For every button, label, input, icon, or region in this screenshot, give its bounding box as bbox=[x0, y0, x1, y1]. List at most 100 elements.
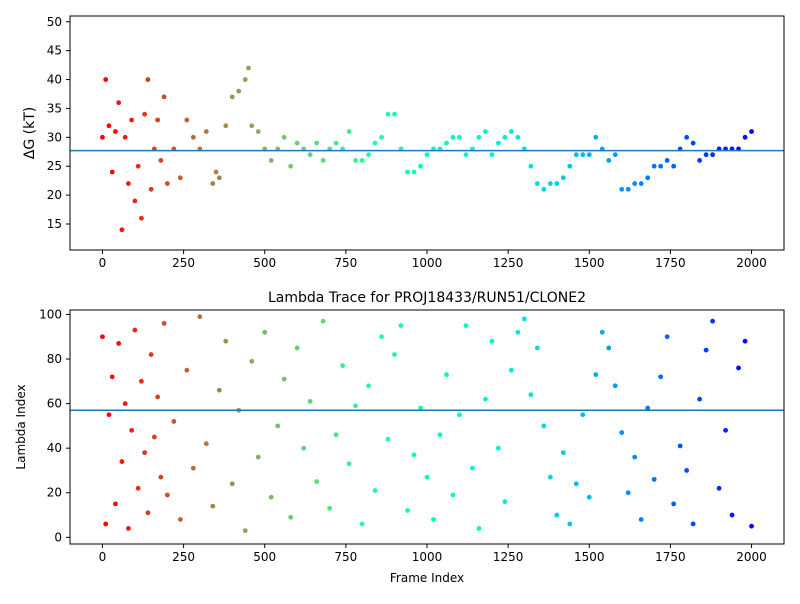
delta-g-x-tick-label: 250 bbox=[172, 256, 195, 270]
delta-g-point bbox=[684, 134, 690, 140]
lambda-point bbox=[353, 403, 358, 409]
delta-g-point bbox=[249, 123, 255, 129]
delta-g-y-tick-label: 40 bbox=[47, 73, 62, 87]
delta-g-point bbox=[457, 134, 462, 140]
delta-g-point bbox=[113, 129, 118, 134]
delta-g-point bbox=[100, 134, 105, 140]
delta-g-point bbox=[632, 181, 638, 186]
lambda-point bbox=[470, 465, 475, 471]
delta-g-point bbox=[177, 175, 183, 181]
delta-g-point bbox=[392, 111, 397, 117]
lambda-point bbox=[450, 492, 456, 498]
lambda-point bbox=[645, 405, 651, 411]
delta-g-x-tick-label: 1000 bbox=[412, 256, 443, 270]
lambda-point bbox=[142, 450, 148, 456]
lambda-point bbox=[190, 465, 196, 471]
lambda-point bbox=[593, 372, 599, 378]
lambda-point bbox=[379, 334, 384, 340]
lambda-point bbox=[301, 445, 307, 451]
lambda-plot-title: Lambda Trace for PROJ18433/RUN51/CLONE2 bbox=[268, 290, 586, 306]
lambda-point bbox=[515, 329, 521, 335]
lambda-point bbox=[100, 334, 105, 340]
lambda-point bbox=[106, 412, 112, 418]
delta-g-point bbox=[710, 152, 715, 158]
delta-g-point bbox=[703, 152, 709, 158]
lambda-y-ticks: 0 20 40 60 80 100 bbox=[39, 307, 70, 544]
lambda-point bbox=[411, 452, 417, 458]
delta-g-point bbox=[142, 111, 148, 117]
delta-g-point bbox=[671, 163, 677, 169]
lambda-point bbox=[508, 367, 514, 373]
lambda-point bbox=[177, 517, 183, 522]
delta-g-point bbox=[148, 186, 154, 192]
lambda-point bbox=[333, 432, 339, 438]
lambda-point bbox=[496, 445, 501, 451]
lambda-x-tick-label: 750 bbox=[334, 550, 357, 564]
delta-g-point bbox=[366, 152, 371, 158]
lambda-point bbox=[255, 454, 261, 460]
lambda-point bbox=[651, 476, 657, 482]
lambda-point bbox=[242, 528, 248, 534]
delta-g-point bbox=[353, 158, 358, 163]
delta-g-point bbox=[294, 140, 300, 146]
delta-g-point bbox=[476, 134, 482, 140]
lambda-point bbox=[567, 521, 573, 527]
delta-g-x-tick-label: 750 bbox=[334, 256, 357, 270]
delta-g-point bbox=[424, 152, 430, 158]
delta-g-point bbox=[502, 134, 508, 140]
delta-g-point bbox=[651, 163, 657, 169]
delta-g-point bbox=[645, 175, 651, 181]
lambda-point bbox=[710, 318, 715, 324]
delta-g-y-tick-label: 20 bbox=[47, 188, 62, 202]
lambda-point bbox=[129, 427, 135, 433]
lambda-point bbox=[742, 338, 748, 344]
delta-g-point bbox=[638, 181, 644, 186]
delta-g-point bbox=[314, 140, 320, 146]
lambda-point bbox=[203, 441, 209, 447]
lambda-point bbox=[528, 392, 534, 398]
delta-g-point bbox=[132, 198, 138, 204]
lambda-point bbox=[632, 454, 638, 460]
lambda-y-tick-label: 80 bbox=[47, 352, 62, 366]
lambda-point bbox=[703, 347, 709, 353]
delta-g-point bbox=[690, 140, 696, 146]
lambda-point bbox=[392, 352, 397, 357]
delta-g-x-tick-label: 1750 bbox=[655, 256, 686, 270]
delta-g-y-tick-label: 30 bbox=[47, 130, 62, 144]
lambda-point bbox=[109, 374, 115, 380]
lambda-point bbox=[444, 372, 449, 378]
lambda-y-tick-label: 0 bbox=[54, 530, 62, 544]
delta-g-point bbox=[359, 158, 365, 163]
lambda-point bbox=[619, 430, 625, 435]
lambda-x-ticks: 0 250 500 750 1000 1250 1500 1750 2000 bbox=[99, 544, 767, 564]
lambda-x-tick-label: 250 bbox=[172, 550, 195, 564]
delta-g-point bbox=[229, 94, 235, 100]
delta-g-point bbox=[126, 181, 131, 186]
delta-g-point bbox=[749, 129, 754, 134]
lambda-point bbox=[281, 376, 287, 382]
delta-g-point bbox=[586, 152, 592, 158]
delta-g-y-tick-label: 45 bbox=[47, 44, 62, 58]
lambda-point bbox=[560, 450, 566, 456]
delta-g-point bbox=[580, 152, 586, 158]
delta-g-point bbox=[213, 169, 219, 175]
lambda-x-tick-label: 1750 bbox=[655, 550, 686, 564]
lambda-point bbox=[554, 512, 560, 518]
delta-g-point bbox=[405, 169, 410, 175]
delta-g-point bbox=[508, 129, 514, 134]
lambda-point bbox=[599, 329, 605, 335]
delta-g-point bbox=[255, 129, 261, 134]
delta-g-point bbox=[560, 175, 566, 181]
delta-g-point bbox=[534, 181, 540, 186]
lambda-point bbox=[684, 468, 690, 473]
lambda-x-axis-label: Frame Index bbox=[390, 571, 464, 585]
delta-g-point bbox=[109, 169, 115, 175]
delta-g-point bbox=[496, 140, 501, 146]
delta-g-point bbox=[268, 158, 274, 163]
lambda-point bbox=[431, 517, 436, 522]
lambda-point bbox=[586, 494, 592, 500]
delta-g-x-tick-label: 500 bbox=[253, 256, 276, 270]
lambda-y-tick-label: 40 bbox=[47, 441, 62, 455]
lambda-x-tick-label: 500 bbox=[253, 550, 276, 564]
